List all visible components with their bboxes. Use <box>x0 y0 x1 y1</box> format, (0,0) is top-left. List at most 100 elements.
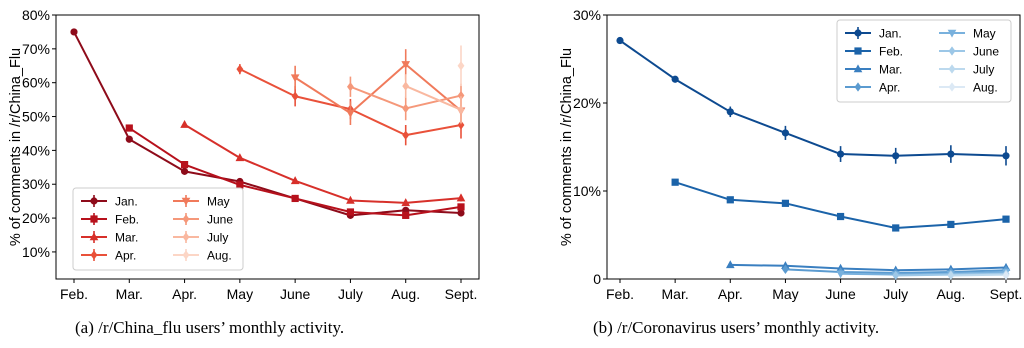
data-point <box>616 36 624 45</box>
legend-label: July <box>207 231 228 245</box>
legend-marker <box>182 232 190 242</box>
series-line <box>674 181 1007 229</box>
x-tick-label: Sept. <box>445 286 478 302</box>
series-line <box>294 63 462 115</box>
data-point <box>671 178 679 186</box>
legend-marker <box>182 250 190 260</box>
data-point <box>781 199 790 207</box>
legend-label: June <box>207 213 233 227</box>
legend-marker <box>948 46 956 56</box>
data-point <box>892 152 900 160</box>
plot-frame <box>55 14 480 280</box>
series-line <box>950 273 1007 277</box>
legend-marker <box>89 232 99 241</box>
caption-b: (b) /r/Coronavirus users’ monthly activi… <box>593 318 880 337</box>
data-point <box>947 220 955 229</box>
legend-label: Mar. <box>879 63 902 77</box>
data-point <box>236 181 244 189</box>
x-tick-label: Mar. <box>116 286 143 302</box>
x-tick-label: Apr. <box>172 286 197 302</box>
legend-label: Feb. <box>879 45 903 59</box>
legend-box <box>836 19 1012 103</box>
series-july <box>402 74 465 124</box>
series-jan <box>616 36 1010 166</box>
x-tick-label: Apr. <box>718 286 743 302</box>
x-tick-label: Aug. <box>391 286 420 302</box>
legend-label: July <box>973 63 994 77</box>
series-aug <box>1002 270 1010 281</box>
data-point <box>457 61 465 71</box>
y-tick-label: 40% <box>22 142 50 158</box>
legend-label: Aug. <box>973 81 998 95</box>
data-point <box>125 124 133 132</box>
legend-marker <box>948 64 956 74</box>
y-tick-label: 30% <box>573 7 601 23</box>
data-point <box>236 64 244 74</box>
series-line <box>619 39 1007 157</box>
legend-marker <box>181 197 191 206</box>
y-tick-label: 50% <box>22 109 50 125</box>
legend-label: Aug. <box>207 249 232 263</box>
coronavirus-chart: 0 10% 20% 30% Feb. Mar. Apr. May June July Aug. Sep… <box>559 7 1023 302</box>
legend-label: May <box>973 27 996 41</box>
y-tick-label: 80% <box>22 7 50 23</box>
data-point <box>402 211 410 219</box>
legend-marker <box>948 82 956 92</box>
data-point <box>290 176 300 185</box>
legend-marker <box>182 214 190 224</box>
plot-frame <box>606 14 1021 280</box>
data-point <box>726 108 734 116</box>
data-point <box>290 74 300 83</box>
legend-marker <box>854 47 862 55</box>
data-point <box>346 208 355 216</box>
y-tick-label: 60% <box>22 75 50 91</box>
data-point <box>782 264 789 274</box>
data-point <box>180 119 189 128</box>
legend-label: June <box>973 45 999 59</box>
legend-label: Mar. <box>115 231 138 245</box>
data-point <box>725 260 735 269</box>
y-tick-label: 10% <box>573 183 601 199</box>
data-point <box>70 28 78 36</box>
legend-label: Apr. <box>115 249 136 263</box>
data-point <box>180 167 189 175</box>
data-point <box>671 75 679 83</box>
data-point <box>346 195 355 204</box>
x-tick-label: June <box>280 286 311 302</box>
data-point <box>1002 215 1010 223</box>
data-point <box>781 129 790 137</box>
data-point <box>291 91 299 101</box>
data-point <box>457 209 465 217</box>
data-point <box>401 61 411 70</box>
x-tick-label: Feb. <box>60 286 88 302</box>
legend-label: Jan. <box>115 195 138 209</box>
data-point <box>346 109 355 118</box>
china-flu-chart: 10%20%30%40%50%60%70%80%Feb. Mar. Apr. May J… <box>8 7 480 302</box>
legend-marker <box>90 215 98 223</box>
y-axis-label: % of comments in /r/China_Flu <box>8 48 24 246</box>
legend-label: Jan. <box>879 27 902 41</box>
data-point <box>1002 270 1010 281</box>
y-tick-label: 30% <box>22 176 50 192</box>
series-line <box>184 123 462 204</box>
caption-a: (a) /r/China_flu users’ monthly activity… <box>75 318 345 337</box>
legend-box <box>72 187 244 271</box>
x-tick-label: Sept. <box>990 286 1023 302</box>
legend-label: Feb. <box>115 213 139 227</box>
y-tick-label: 20% <box>22 210 50 226</box>
series-aug <box>457 45 465 87</box>
data-point <box>291 194 299 203</box>
data-point <box>402 103 410 114</box>
legend-marker <box>854 82 862 92</box>
x-tick-label: July <box>883 286 908 302</box>
data-point <box>401 198 411 207</box>
data-point <box>347 82 354 92</box>
x-tick-label: Aug. <box>936 286 965 302</box>
x-tick-label: May <box>227 286 253 302</box>
data-point <box>457 90 465 101</box>
x-tick-label: July <box>338 286 363 302</box>
x-tick-label: May <box>772 286 798 302</box>
series-june <box>347 76 465 121</box>
series-line <box>730 263 1007 272</box>
data-point <box>402 130 410 140</box>
